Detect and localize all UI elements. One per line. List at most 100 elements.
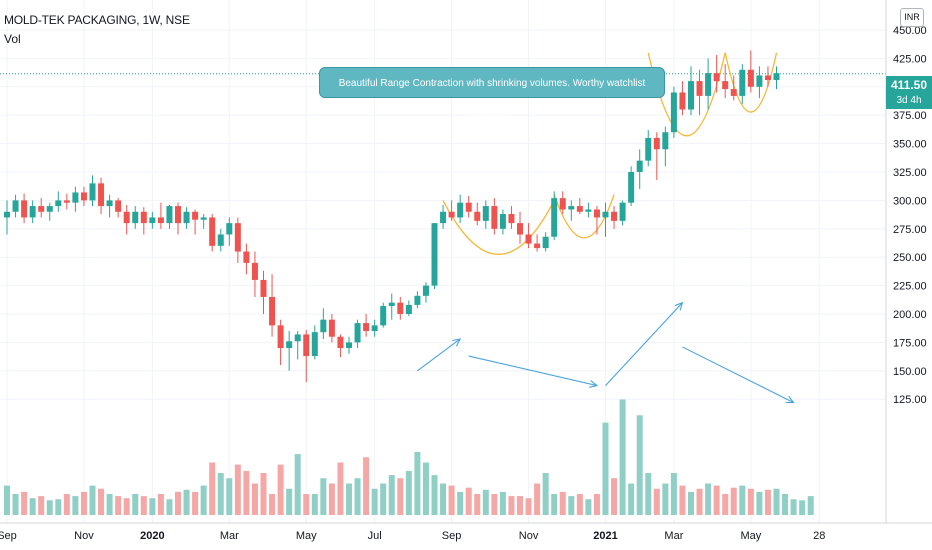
volume-bar (192, 491, 199, 515)
volume-bar (388, 475, 395, 515)
volume-bar (397, 478, 404, 515)
volume-bar (636, 415, 643, 515)
candle-body (371, 325, 378, 332)
y-tick-label: 450.00 (893, 25, 927, 37)
y-tick-label: 325.00 (893, 167, 927, 179)
volume-bar (363, 457, 370, 515)
candle-body (4, 211, 10, 218)
x-tick-label: Mar (664, 530, 683, 542)
candle-body (217, 234, 224, 246)
candle-body (405, 304, 412, 314)
trend-arrow-head (452, 338, 462, 347)
volume-bar (371, 488, 378, 515)
volume-bar (688, 491, 694, 515)
volume-bar (799, 500, 806, 515)
volume-bar (568, 496, 575, 515)
candle-body (363, 323, 370, 332)
candle-body (730, 89, 737, 96)
volume-bar (311, 494, 318, 515)
y-tick-label: 250.00 (893, 252, 927, 264)
volume-bar (645, 473, 652, 515)
volume-bar (773, 488, 780, 515)
y-tick-label: 225.00 (893, 281, 927, 293)
candle-body (670, 92, 677, 133)
annotation-callout[interactable]: Beautiful Range Contraction with shrinki… (319, 67, 665, 120)
candle-body (482, 206, 489, 221)
candle-body (645, 137, 652, 161)
x-tick-label: May (740, 530, 761, 542)
volume-bar (72, 496, 79, 515)
volume-bar (12, 494, 19, 515)
candle-body (192, 211, 199, 220)
y-tick-label: 275.00 (893, 224, 927, 236)
candle-body (611, 211, 618, 221)
x-tick-label: Nov (74, 530, 94, 542)
volume-bar (166, 499, 173, 515)
volume-bar (474, 494, 481, 515)
candle-body (21, 200, 28, 218)
candle-body (585, 209, 592, 212)
volume-bar (277, 464, 284, 515)
y-tick-label: 425.00 (893, 53, 927, 65)
y-tick-label: 350.00 (893, 139, 927, 151)
volume-bar (585, 499, 592, 515)
candle-body (688, 81, 694, 110)
volume-bar (705, 483, 712, 515)
candle-body (12, 200, 19, 212)
volume-bar (123, 498, 130, 515)
chart-title: MOLD-TEK PACKAGING, 1W, NSE (4, 13, 190, 27)
volume-bar (98, 488, 105, 515)
volume-bar (559, 491, 566, 515)
volume-bars (4, 399, 814, 515)
y-tick-label: 300.00 (893, 195, 927, 207)
candle-body (115, 200, 122, 212)
candle-body (773, 73, 780, 80)
volume-bar (346, 483, 352, 515)
x-tick-label: Nov (519, 530, 539, 542)
volume-bar (713, 485, 720, 515)
candle-body (388, 302, 395, 307)
candle-body (80, 192, 87, 201)
bar-countdown: 3d 4h (896, 95, 922, 106)
candle-body (662, 132, 669, 150)
trend-arrow-head (589, 380, 599, 388)
candle-body (474, 211, 481, 221)
volume-bar (380, 483, 387, 515)
volume-bar (140, 496, 147, 515)
volume-bar (593, 494, 600, 515)
x-tick-label: 2020 (140, 530, 164, 542)
volume-bar (80, 491, 87, 515)
candle-body (628, 172, 635, 203)
candle-body (491, 206, 498, 229)
volume-bar (482, 489, 489, 515)
volume-bar (730, 487, 737, 515)
candle-body (328, 319, 335, 337)
candle-body (320, 319, 327, 333)
candle-body (713, 73, 720, 82)
y-tick-label: 175.00 (893, 337, 927, 349)
candle-body (576, 206, 583, 212)
candle-body (414, 295, 421, 305)
price-axis[interactable]: 125.00 150.00 175.00 200.00 225.00 250.00 275.… (885, 0, 927, 523)
candle-body (764, 75, 771, 80)
candle-body (166, 206, 173, 224)
volume-bar (542, 473, 549, 515)
volume-bar (756, 491, 763, 515)
candle-body (260, 279, 267, 297)
time-axis[interactable]: Sep Nov 2020 Mar May Jul Sep Nov 2021 Mar May 28 (0, 522, 932, 542)
volume-bar (628, 483, 635, 515)
candle-body (722, 81, 729, 90)
volume-bar (653, 488, 660, 515)
candle-body (226, 223, 233, 235)
candle-body (98, 183, 105, 207)
volume-bar (414, 452, 421, 515)
candle-body (55, 200, 62, 207)
volume-bar (294, 454, 301, 515)
currency-badge[interactable]: INR (900, 8, 924, 27)
volume-bar (132, 494, 139, 515)
x-tick-label: Sep (442, 530, 462, 542)
volume-bar (251, 483, 258, 515)
volume-bar (807, 496, 814, 515)
candle-body (106, 200, 113, 207)
